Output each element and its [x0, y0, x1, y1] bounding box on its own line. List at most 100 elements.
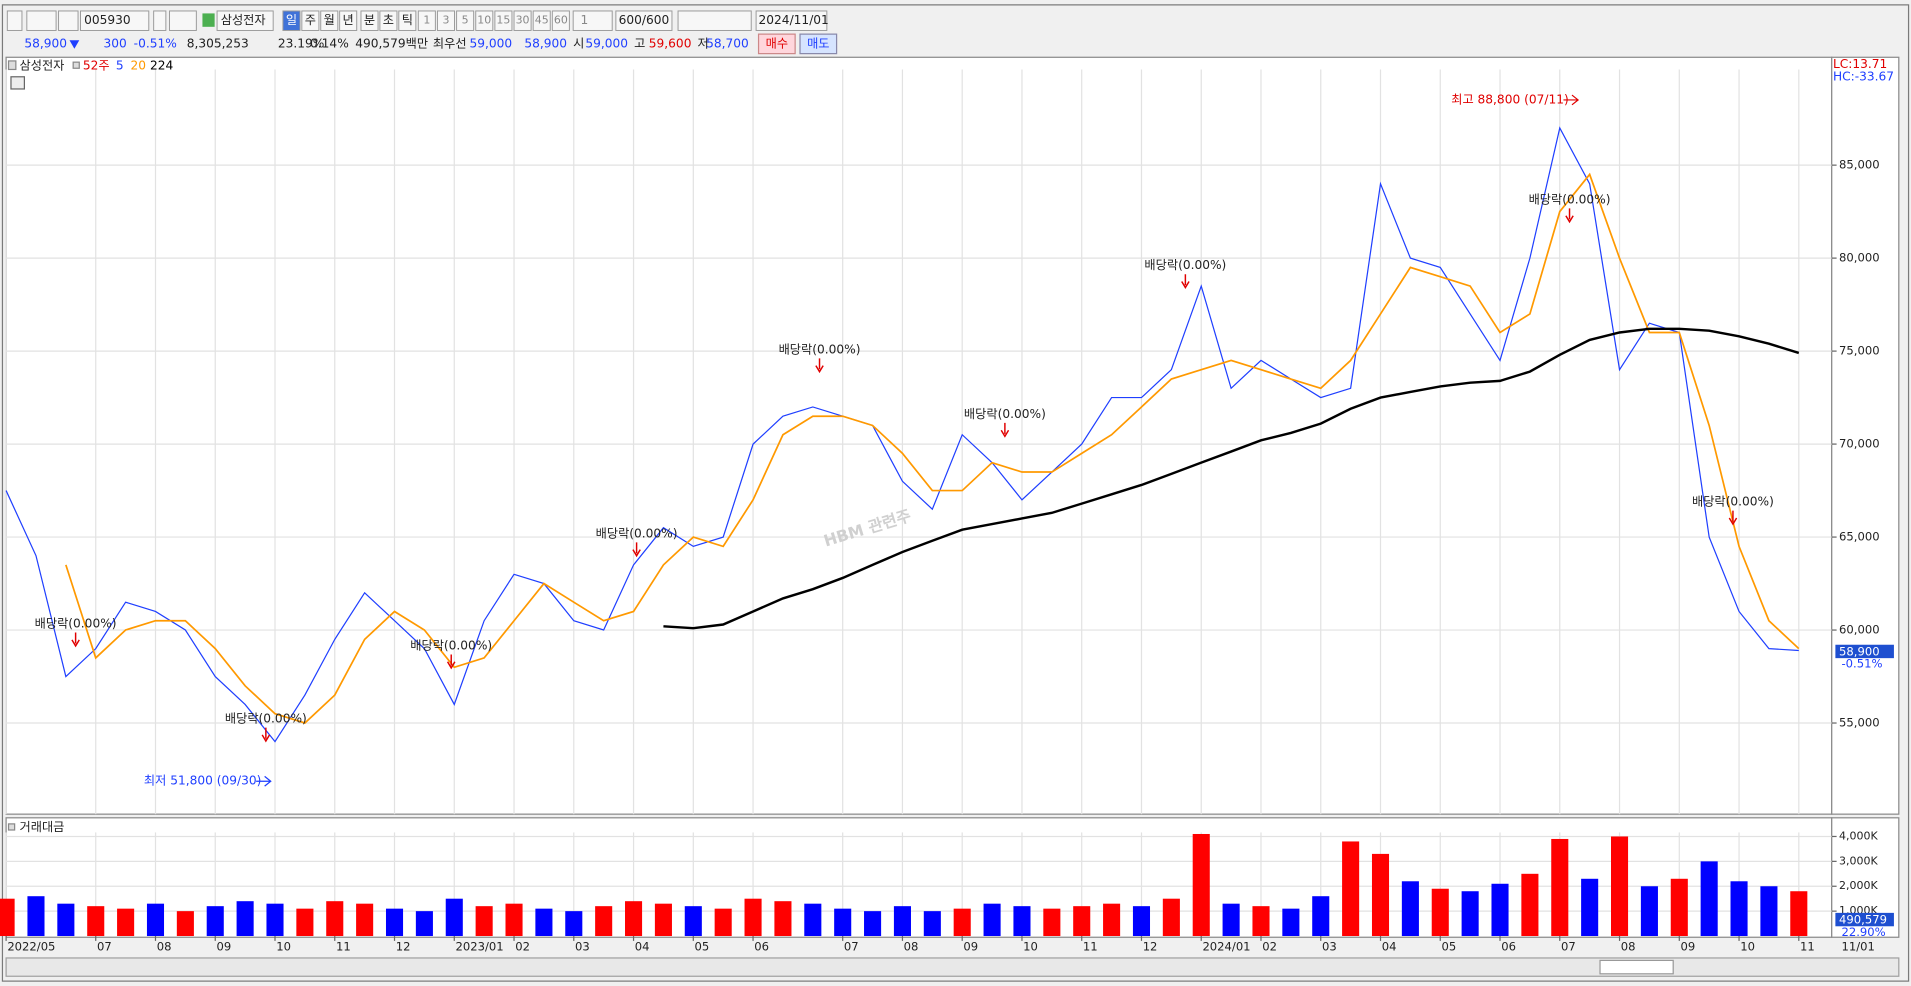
toolbar-box[interactable] [755, 10, 828, 31]
dividend-annotation: 배당락(0.00%) [35, 617, 117, 631]
change: 300 [104, 36, 127, 50]
toolbar-box[interactable] [572, 10, 613, 31]
toolbar-box[interactable] [417, 10, 436, 31]
volume-bar [57, 903, 75, 937]
volume-bar [1670, 878, 1688, 937]
x-tick-label: 05 [1441, 940, 1456, 954]
toolbar-box[interactable] [80, 10, 150, 31]
ask: 59,000 [470, 36, 513, 50]
toolbar-box[interactable] [282, 10, 301, 31]
toolbar-box[interactable] [615, 10, 673, 31]
toolbar-box[interactable] [677, 10, 752, 31]
toolbar-box[interactable] [551, 10, 570, 31]
content: 005930 삼성전자 일 주 월 년 분 초 틱 1 3 5 10 15 30 45 60 1 600/600 20… [0, 10, 1894, 954]
x-tick-label: 09 [216, 940, 231, 954]
count-select: 1 [580, 13, 588, 27]
volume-bar [983, 903, 1001, 937]
best-label: 최우선 [433, 36, 467, 50]
toolbar-box[interactable] [320, 10, 339, 31]
volume-bar [893, 906, 911, 937]
low-annotation: 최저 51,800 (09/30) [144, 774, 261, 788]
period-button: 월 [324, 13, 335, 27]
toolbar-box[interactable] [398, 10, 417, 31]
y-tick-label: 55,000 [1839, 716, 1880, 730]
amount: 490,579백만 [355, 36, 428, 50]
volume-bar [0, 898, 15, 937]
toolbar-box[interactable] [532, 10, 551, 31]
volume-bar [1282, 908, 1300, 937]
period-button: 일 [286, 13, 297, 27]
toolbar-box[interactable] [58, 10, 79, 31]
legend-period: 52주 [83, 58, 110, 72]
toolbar-box[interactable] [494, 10, 513, 31]
turnover-rate: 23.19% [278, 36, 324, 50]
volume-bar [923, 911, 941, 937]
legend-entry: 224 [150, 58, 174, 72]
period-button: 틱 [402, 13, 413, 27]
dividend-annotation: 배당락(0.00%) [596, 526, 678, 540]
volume-bar [385, 908, 404, 937]
toolbar-box[interactable] [475, 10, 494, 31]
volume-bar [744, 898, 762, 937]
toolbar-box[interactable] [169, 10, 197, 31]
toolbar-box[interactable] [216, 10, 274, 31]
y-tick-label: 75,000 [1839, 344, 1880, 358]
scroll-thumb[interactable] [1599, 959, 1674, 975]
toolbar-box[interactable] [456, 10, 475, 31]
ma-line [663, 327, 1800, 630]
toolbar-box[interactable] [6, 10, 23, 31]
minute-button: 10 [477, 14, 491, 27]
toolbar-box[interactable] [360, 10, 379, 31]
ma-line [5, 126, 1799, 743]
volume-bar [1581, 878, 1599, 937]
x-tick-label: 10 [1023, 940, 1038, 954]
dividend-annotation: 배당락(0.00%) [964, 407, 1046, 421]
dividend-arrow [1000, 422, 1010, 438]
buy-label: 매수 [766, 36, 788, 50]
toolbar-box[interactable] [436, 10, 456, 31]
x-tick-label: 08 [904, 940, 919, 954]
open: 59,000 [585, 36, 628, 50]
scrollbar[interactable] [5, 957, 1900, 977]
x-tick-label: 03 [1322, 940, 1337, 954]
volume-bar [1610, 836, 1629, 937]
volume-bar [864, 911, 882, 937]
dividend-arrow [1728, 510, 1738, 526]
high-annotation: 최고 88,800 (07/11) [1451, 92, 1568, 106]
x-end-label: 11/01 [1841, 940, 1874, 954]
x-tick-label: 11 [336, 940, 351, 954]
volume-bar [176, 911, 194, 937]
minute-button: 60 [554, 14, 568, 27]
y-tick-label: 70,000 [1839, 437, 1880, 451]
price-axis-area [1831, 56, 1900, 815]
price-tag [1835, 644, 1894, 659]
dividend-arrow [632, 542, 641, 558]
settings-icon[interactable] [10, 76, 26, 90]
dividend-arrow [1565, 208, 1574, 224]
volume-bar [475, 906, 493, 937]
x-tick-label: 08 [157, 940, 172, 954]
hc-label: HC:-33.67 [1833, 69, 1894, 83]
volume-bar [834, 908, 852, 937]
stock-name: 삼성전자 [221, 13, 266, 27]
toolbar-box[interactable] [379, 10, 398, 31]
x-tick-label: 11 [1800, 940, 1815, 954]
sell-button[interactable] [799, 33, 838, 55]
legend-icon [7, 60, 17, 71]
volume-bar [1491, 883, 1509, 937]
high-label: 고 [634, 36, 645, 50]
dividend-arrow [261, 727, 271, 743]
buy-button[interactable] [757, 33, 796, 55]
volume-bar [595, 906, 613, 937]
volume-bar [206, 906, 224, 937]
toolbar-box[interactable] [153, 10, 167, 31]
stock-icon [202, 13, 215, 27]
ma-line [65, 172, 1800, 724]
x-tick-label: 2023/01 [455, 940, 503, 954]
toolbar-box[interactable] [339, 10, 358, 31]
toolbar-box[interactable] [26, 10, 57, 31]
toolbar-box[interactable] [301, 10, 320, 31]
legend-icon [7, 823, 16, 831]
toolbar-box[interactable] [513, 10, 532, 31]
volume-bar [356, 903, 374, 937]
